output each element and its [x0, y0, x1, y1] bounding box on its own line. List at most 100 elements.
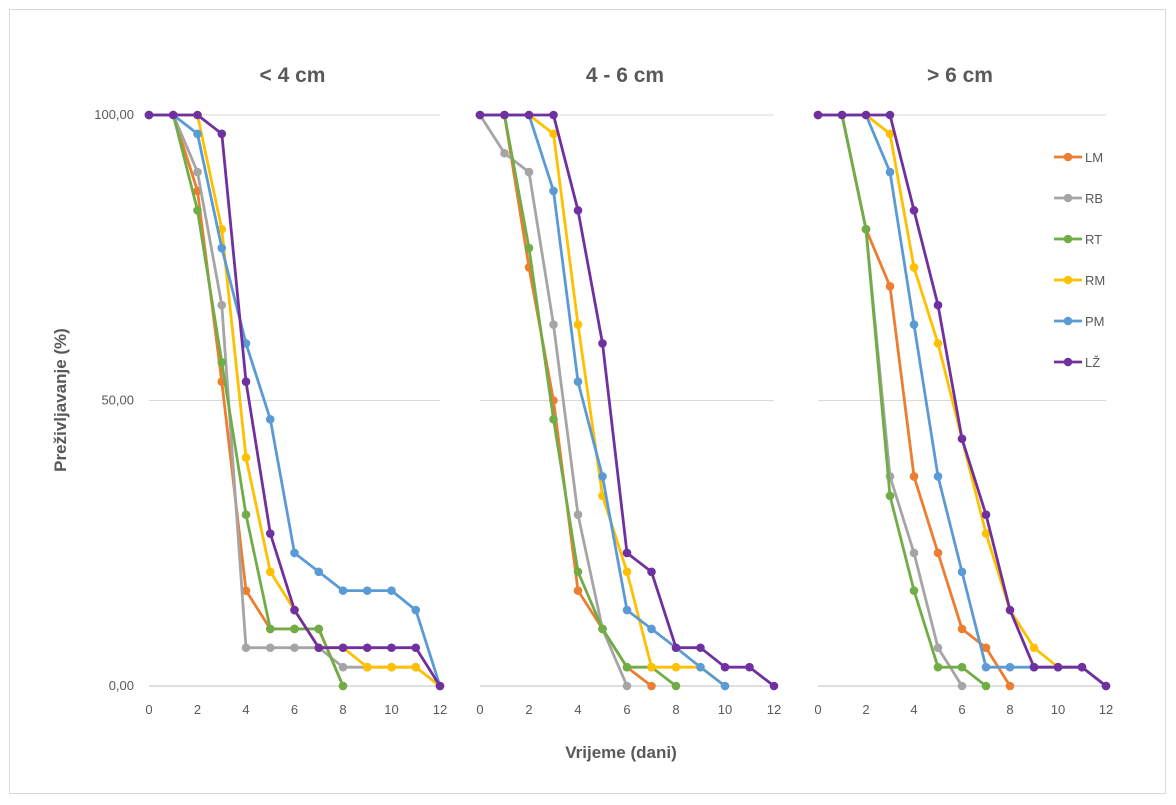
data-point — [933, 339, 943, 348]
data-point — [981, 510, 991, 519]
x-tick-label: 8 — [672, 702, 679, 717]
data-point — [1005, 662, 1015, 672]
data-point — [217, 129, 227, 139]
data-point — [1005, 605, 1015, 615]
data-point — [837, 110, 847, 120]
legend-swatch-marker — [1063, 275, 1073, 285]
data-point — [885, 491, 895, 501]
data-point — [338, 586, 348, 595]
data-point — [193, 206, 202, 215]
data-point — [411, 605, 421, 615]
data-point — [1101, 681, 1111, 691]
x-tick-label: 12 — [433, 702, 447, 717]
data-point — [671, 681, 681, 691]
data-point — [524, 110, 534, 120]
data-point — [720, 662, 730, 672]
data-point — [885, 167, 895, 177]
data-point — [411, 662, 421, 672]
legend-item: RM — [1054, 273, 1105, 288]
data-point — [362, 586, 372, 595]
data-point — [217, 243, 227, 253]
y-axis-title: Preživljavanje (%) — [51, 328, 70, 472]
data-point — [500, 148, 509, 158]
data-point — [573, 206, 583, 215]
data-point — [622, 605, 632, 615]
data-point — [933, 662, 943, 672]
data-point — [265, 624, 275, 634]
data-point — [861, 224, 871, 234]
data-point — [622, 567, 632, 577]
data-point — [265, 415, 275, 424]
data-point — [475, 110, 485, 120]
legend-label: RT — [1085, 232, 1102, 247]
x-tick-label: 6 — [291, 702, 298, 717]
data-point — [622, 681, 632, 691]
series-LŽ — [475, 110, 779, 691]
legend-label: LM — [1085, 150, 1103, 165]
data-point — [144, 110, 154, 120]
data-point — [933, 548, 943, 558]
data-point — [549, 110, 558, 120]
data-point — [265, 567, 275, 577]
data-point — [909, 548, 919, 558]
legend-swatch-marker — [1063, 193, 1073, 203]
data-point — [387, 586, 396, 595]
data-point — [622, 548, 632, 558]
data-point — [598, 339, 607, 348]
x-tick-label: 12 — [1099, 702, 1113, 717]
data-point — [981, 529, 991, 538]
x-tick-label: 4 — [574, 702, 581, 717]
series-LŽ — [144, 110, 445, 691]
data-point — [338, 662, 348, 672]
data-point — [241, 377, 251, 386]
data-point — [933, 472, 943, 481]
x-tick-label: 4 — [910, 702, 917, 717]
x-tick-label: 8 — [339, 702, 346, 717]
data-point — [573, 377, 583, 386]
data-point — [909, 472, 919, 481]
data-point — [265, 643, 275, 653]
data-point — [217, 300, 227, 310]
data-point — [861, 110, 871, 120]
legend-item: PM — [1054, 314, 1105, 329]
legend-swatch-marker — [1063, 152, 1073, 162]
data-point — [671, 662, 681, 672]
y-tick-label: 100,00 — [94, 107, 134, 122]
legend-item: LŽ — [1054, 355, 1100, 370]
data-point — [290, 605, 299, 615]
data-point — [168, 110, 178, 120]
legend-item: LM — [1054, 150, 1103, 165]
data-point — [338, 681, 348, 691]
data-point — [933, 643, 943, 653]
data-point — [387, 643, 396, 653]
data-point — [549, 415, 558, 424]
x-tick-label: 10 — [1051, 702, 1065, 717]
data-point — [314, 567, 324, 577]
data-point — [745, 662, 754, 672]
data-point — [647, 624, 656, 634]
x-tick-label: 2 — [194, 702, 201, 717]
data-point — [549, 186, 558, 196]
data-point — [241, 510, 251, 519]
x-tick-label: 0 — [145, 702, 152, 717]
data-point — [769, 681, 779, 691]
legend-label: RM — [1085, 273, 1105, 288]
data-point — [193, 110, 202, 120]
data-point — [696, 662, 705, 672]
x-tick-label: 2 — [525, 702, 532, 717]
panel-1: 0,00 50,00 100,00 0 2 4 6 8 10 12 < 4 cm — [94, 64, 447, 717]
data-point — [290, 643, 299, 653]
data-point — [314, 624, 324, 634]
data-point — [524, 167, 534, 177]
data-point — [217, 357, 227, 367]
data-point — [598, 472, 607, 481]
legend-swatch-marker — [1063, 234, 1073, 244]
data-point — [435, 681, 445, 691]
data-point — [338, 643, 348, 653]
y-tick-label: 0,00 — [109, 678, 134, 693]
data-point — [241, 586, 251, 595]
panel-title: < 4 cm — [260, 64, 326, 87]
x-tick-label: 12 — [767, 702, 781, 717]
data-point — [981, 681, 991, 691]
